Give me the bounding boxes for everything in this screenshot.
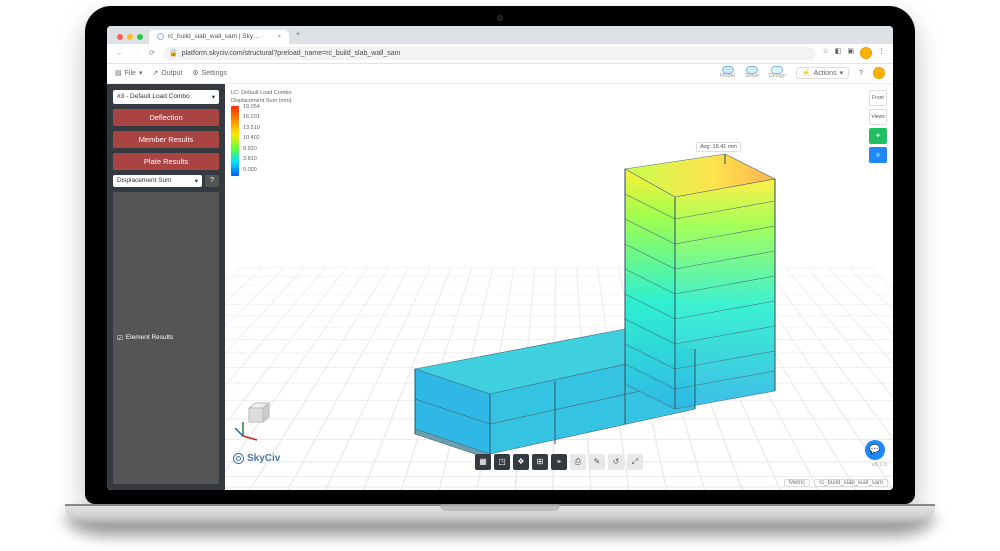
nav-forward-icon[interactable]: → xyxy=(131,50,141,57)
brand-logo: SkyCiv xyxy=(233,453,280,464)
extension-icon[interactable]: ▣ xyxy=(847,47,854,59)
actions-dropdown[interactable]: ⚡Actions▾ xyxy=(796,67,849,79)
units-chip[interactable]: Metric xyxy=(784,479,810,487)
user-avatar-icon[interactable] xyxy=(873,67,885,79)
mode-solve[interactable]: Solve xyxy=(745,66,759,80)
minimize-window-icon[interactable] xyxy=(127,34,133,40)
maximize-window-icon[interactable] xyxy=(137,34,143,40)
browser-tab[interactable]: rc_build_slab_wall_sam | Sky… × xyxy=(149,30,289,44)
deflection-button[interactable]: Deflection xyxy=(113,109,219,126)
laptop-base xyxy=(65,504,935,526)
browser-tabbar: rc_build_slab_wall_sam | Sky… × + xyxy=(107,26,893,44)
plate-results-button[interactable]: Plate Results xyxy=(113,153,219,170)
tool-button[interactable]: ⤢ xyxy=(627,454,643,470)
load-combo-select[interactable]: #3 - Default Load Combo▾ xyxy=(113,90,219,104)
tool-button[interactable]: ⊞ xyxy=(532,454,548,470)
tool-button[interactable]: ▦ xyxy=(475,454,491,470)
tab-close-icon[interactable]: × xyxy=(277,33,281,40)
laptop-camera xyxy=(497,15,503,21)
status-bar: Metric rc_build_slab_wall_sam xyxy=(225,476,893,490)
window-controls xyxy=(113,30,149,44)
mode-model[interactable]: Model xyxy=(720,66,735,80)
profile-avatar-icon[interactable] xyxy=(860,47,872,59)
nav-back-icon[interactable]: ← xyxy=(115,50,125,57)
element-results-toggle[interactable]: ☑ Element Results xyxy=(113,192,219,484)
mode-design[interactable]: Design xyxy=(769,66,786,80)
settings-menu[interactable]: ⚙Settings xyxy=(192,69,227,77)
tool-button[interactable]: ✎ xyxy=(589,454,605,470)
axes-gizmo-icon[interactable] xyxy=(235,398,279,442)
results-panel: #3 - Default Load Combo▾ Deflection Memb… xyxy=(107,84,225,490)
version-label: v6.1.0 xyxy=(872,462,887,468)
tool-button[interactable]: ⎙ xyxy=(570,454,586,470)
view-front-button[interactable]: Front xyxy=(869,90,887,106)
lock-icon: 🔒 xyxy=(169,49,178,57)
view-views-button[interactable]: Views xyxy=(869,109,887,125)
app-toolbar: ▤File▾ ↗Output ⚙Settings Model Solve Des… xyxy=(107,64,893,84)
new-tab-button[interactable]: + xyxy=(293,31,303,38)
tool-button[interactable]: ◳ xyxy=(494,454,510,470)
member-results-button[interactable]: Member Results xyxy=(113,131,219,148)
result-type-select[interactable]: Displacement Sum▾ xyxy=(113,175,202,187)
viewport-3d[interactable]: LC: Default Load Combo Displacement Sum … xyxy=(225,84,893,490)
view-controls: Front Views ✚ ◎ xyxy=(869,90,887,163)
view-toolbar: ▦ ◳ ❖ ⊞ ⌖ ⎙ ✎ ↺ ⤢ xyxy=(475,454,643,470)
url-text: platform.skyciv.com/structural?preload_n… xyxy=(182,50,401,57)
tool-button[interactable]: ↺ xyxy=(608,454,624,470)
skyciv-logo-icon xyxy=(233,453,244,464)
nav-reload-icon[interactable]: ⟳ xyxy=(147,49,157,57)
star-icon[interactable]: ☆ xyxy=(822,47,828,59)
menu-icon[interactable]: ⋮ xyxy=(878,47,885,59)
tab-title: rc_build_slab_wall_sam | Sky… xyxy=(168,33,260,40)
view-action-button[interactable]: ✚ xyxy=(869,128,887,144)
help-icon[interactable]: ? xyxy=(859,70,863,77)
file-menu[interactable]: ▤File▾ xyxy=(115,69,142,77)
filename-chip: rc_build_slab_wall_sam xyxy=(814,479,888,487)
structure-model xyxy=(375,109,795,469)
browser-addressbar: ← → ⟳ 🔒 platform.skyciv.com/structural?p… xyxy=(107,44,893,64)
chat-icon: 💬 xyxy=(869,444,880,455)
close-window-icon[interactable] xyxy=(117,34,123,40)
extension-icon[interactable]: ◧ xyxy=(835,47,842,59)
chat-button[interactable]: 💬 xyxy=(865,440,885,460)
result-help-icon[interactable]: ? xyxy=(205,175,219,187)
tool-button[interactable]: ⌖ xyxy=(551,454,567,470)
favicon-icon xyxy=(157,33,164,40)
view-action-button[interactable]: ◎ xyxy=(869,147,887,163)
checkbox-icon: ☑ xyxy=(117,334,123,342)
url-input[interactable]: 🔒 platform.skyciv.com/structural?preload… xyxy=(163,47,816,60)
color-legend: LC: Default Load Combo Displacement Sum … xyxy=(231,90,292,176)
tool-button[interactable]: ❖ xyxy=(513,454,529,470)
output-menu[interactable]: ↗Output xyxy=(152,69,182,77)
